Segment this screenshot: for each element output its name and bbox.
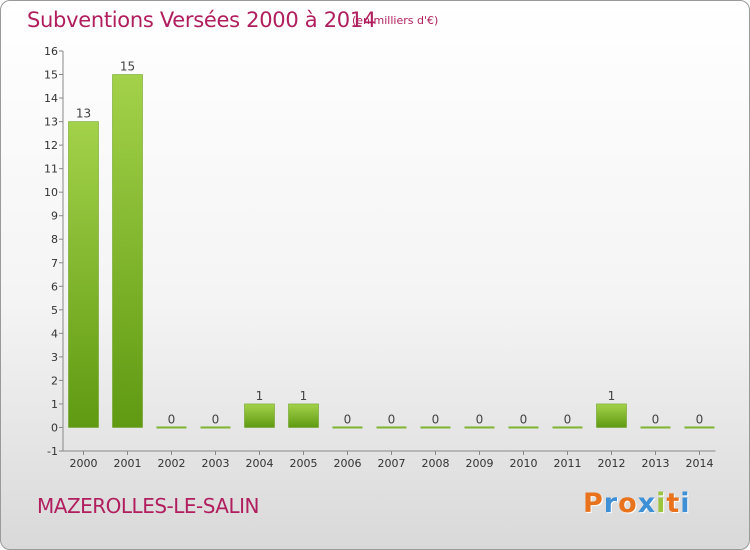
x-tick-label-2014: 2014 bbox=[686, 457, 714, 470]
y-tick-label: 10 bbox=[44, 186, 58, 199]
y-tick-label: 8 bbox=[51, 233, 58, 246]
x-tick-label-2006: 2006 bbox=[334, 457, 362, 470]
data-label-2004: 1 bbox=[256, 389, 264, 403]
data-label-2007: 0 bbox=[388, 412, 396, 426]
x-tick-label-2013: 2013 bbox=[642, 457, 670, 470]
x-tick-label-2007: 2007 bbox=[378, 457, 406, 470]
bar-2003 bbox=[200, 426, 231, 429]
x-tick-label-2011: 2011 bbox=[554, 457, 582, 470]
y-tick-label: 12 bbox=[44, 139, 58, 152]
logo-letter: P bbox=[583, 488, 604, 519]
logo-letter: x bbox=[637, 488, 657, 519]
y-tick-label: 3 bbox=[51, 351, 58, 364]
x-tick-label-2002: 2002 bbox=[158, 457, 186, 470]
proxiti-logo[interactable]: Proxiti bbox=[583, 488, 691, 519]
bar-2012 bbox=[596, 403, 627, 428]
y-tick-label: 4 bbox=[51, 327, 58, 340]
data-label-2006: 0 bbox=[344, 412, 352, 426]
x-tick-label-2008: 2008 bbox=[422, 457, 450, 470]
y-tick-label: 7 bbox=[51, 257, 58, 270]
logo-letter: o bbox=[618, 488, 638, 519]
bar-2010 bbox=[508, 426, 539, 429]
y-tick-label: 14 bbox=[44, 92, 58, 105]
chart-title: Subventions Versées 2000 à 2014 bbox=[27, 8, 376, 32]
data-label-2013: 0 bbox=[652, 412, 660, 426]
data-label-2000: 13 bbox=[76, 107, 91, 121]
y-tick-label: 5 bbox=[51, 304, 58, 317]
bar-2014 bbox=[684, 426, 715, 429]
commune-name: MAZEROLLES-LE-SALIN bbox=[37, 494, 260, 518]
chart-unit-note: (en milliers d'€) bbox=[352, 14, 439, 27]
y-tick-label: 16 bbox=[44, 45, 58, 58]
y-tick-label: 11 bbox=[44, 163, 58, 176]
y-tick-label: 1 bbox=[51, 398, 58, 411]
data-label-2010: 0 bbox=[520, 412, 528, 426]
logo-letter: r bbox=[603, 488, 619, 519]
logo-letter: t bbox=[666, 488, 681, 519]
y-tick-label: 6 bbox=[51, 280, 58, 293]
bar-2013 bbox=[640, 426, 671, 429]
x-tick-label-2005: 2005 bbox=[290, 457, 318, 470]
bar-2006 bbox=[332, 426, 363, 429]
y-tick-label: 2 bbox=[51, 374, 58, 387]
bar-2001 bbox=[112, 74, 143, 428]
bar-2009 bbox=[464, 426, 495, 429]
bar-2002 bbox=[156, 426, 187, 429]
logo-letter: i bbox=[680, 488, 691, 519]
y-tick-label: 9 bbox=[51, 210, 58, 223]
x-tick-label-2004: 2004 bbox=[246, 457, 274, 470]
x-tick-label-2003: 2003 bbox=[202, 457, 230, 470]
data-label-2002: 0 bbox=[168, 412, 176, 426]
data-label-2012: 1 bbox=[608, 389, 616, 403]
bar-2000 bbox=[68, 121, 99, 428]
data-label-2011: 0 bbox=[564, 412, 572, 426]
x-tick-label-2009: 2009 bbox=[466, 457, 494, 470]
x-tick-label-2001: 2001 bbox=[114, 457, 142, 470]
y-tick-label: -1 bbox=[47, 445, 58, 458]
bar-2007 bbox=[376, 426, 407, 429]
data-label-2001: 15 bbox=[120, 60, 135, 74]
data-label-2009: 0 bbox=[476, 412, 484, 426]
bar-2005 bbox=[288, 403, 319, 428]
bar-2008 bbox=[420, 426, 451, 429]
bar-2004 bbox=[244, 403, 275, 428]
x-tick-label-2012: 2012 bbox=[598, 457, 626, 470]
data-label-2008: 0 bbox=[432, 412, 440, 426]
x-tick-label-2000: 2000 bbox=[70, 457, 98, 470]
data-label-2005: 1 bbox=[300, 389, 308, 403]
y-tick-label: 0 bbox=[51, 421, 58, 434]
data-label-2014: 0 bbox=[696, 412, 704, 426]
y-tick-label: 15 bbox=[44, 69, 58, 82]
x-tick-label-2010: 2010 bbox=[510, 457, 538, 470]
data-label-2003: 0 bbox=[212, 412, 220, 426]
y-tick-label: 13 bbox=[44, 116, 58, 129]
logo-letter: i bbox=[656, 488, 667, 519]
bar-2011 bbox=[552, 426, 583, 429]
